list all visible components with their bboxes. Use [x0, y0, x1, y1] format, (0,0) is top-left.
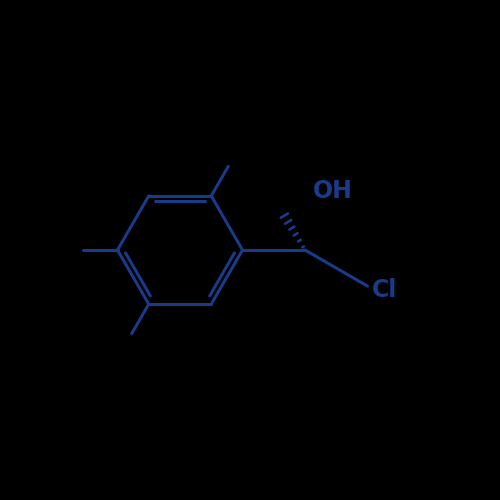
Text: OH: OH: [312, 178, 352, 203]
Text: Cl: Cl: [372, 278, 397, 302]
